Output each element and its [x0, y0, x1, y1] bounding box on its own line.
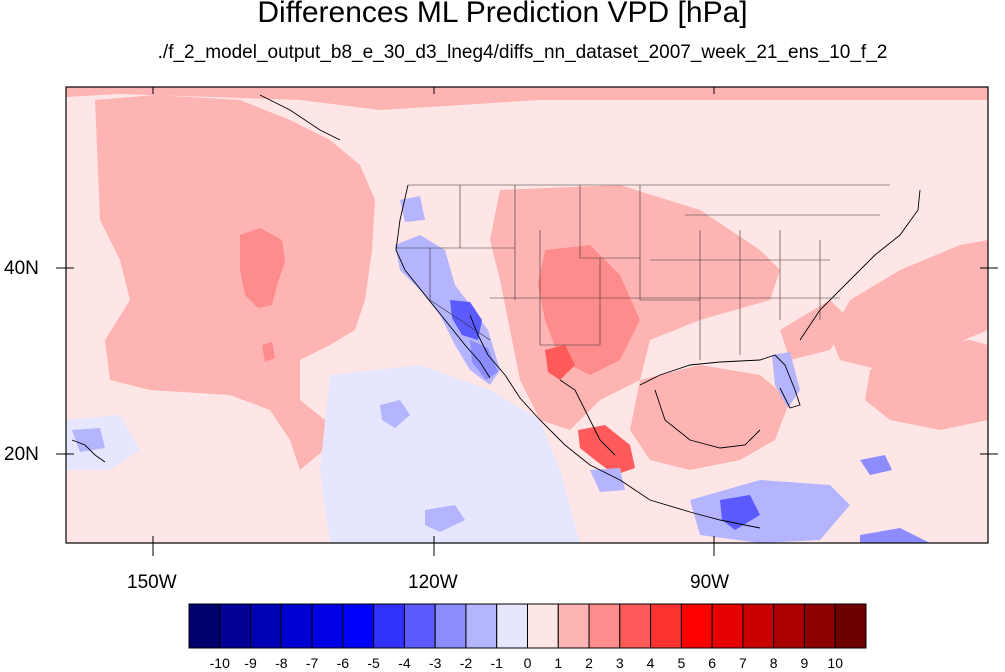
lon-label-90w: 90W [690, 572, 730, 593]
colorbar-swatch [557, 603, 590, 649]
outer-ticks [56, 267, 998, 556]
colorbar-label: -6 [336, 655, 350, 671]
colorbar-swatch [188, 603, 221, 649]
colorbar-label: -10 [209, 655, 230, 671]
colorbar-swatch [465, 603, 498, 649]
graticule-ticks [66, 87, 988, 543]
tropical-negative-spot [380, 400, 410, 428]
colorbar-label: -8 [275, 655, 288, 671]
colorbar-label: 0 [523, 655, 532, 671]
atlantic-positive-east [780, 300, 850, 360]
colorbar-label: -7 [305, 655, 319, 671]
colorbar-label: 1 [554, 655, 563, 671]
baja-negative [470, 340, 498, 380]
colorbar-label: 5 [677, 655, 686, 671]
colorbar-swatch [773, 603, 805, 649]
colorbar-swatch [434, 603, 467, 649]
colorbar-swatch [373, 603, 405, 649]
gulf-positive [630, 365, 790, 470]
colorbar-swatch [496, 603, 528, 649]
pacific-spot [262, 342, 275, 362]
colorbar-label: 2 [585, 655, 593, 671]
mexico-negative [590, 468, 625, 492]
colorbar-swatch [280, 603, 313, 649]
lat-label-20n: 20N [4, 444, 39, 465]
colorbar-label: -9 [244, 655, 257, 671]
caribbean-negative [860, 455, 892, 475]
nw-negative [400, 196, 425, 222]
colorbar-swatch [834, 603, 867, 649]
pacific-positive-region [95, 95, 375, 470]
map-subtitle: ./f_2_model_output_b8_e_30_d3_lneg4/diff… [157, 42, 888, 63]
atlantic-positive-north [830, 240, 988, 370]
colorbar-swatch [403, 603, 436, 649]
lon-label-150w: 150W [127, 572, 177, 593]
map-title: Differences ML Prediction VPD [hPa] [257, 0, 748, 29]
colorbar-label: 3 [615, 655, 624, 671]
south-edge-negative [860, 528, 930, 543]
colorbar-label: -4 [398, 655, 411, 671]
hawaii-spot [72, 428, 105, 452]
colorbar-swatch [680, 603, 713, 649]
colorbar-swatch [742, 603, 775, 649]
colorbar-label: 10 [827, 655, 843, 671]
lon-label-120w: 120W [408, 572, 458, 593]
difference-field [66, 87, 988, 543]
colorbar-swatch [342, 603, 375, 649]
state-borders [395, 184, 890, 360]
texas-strong-positive [545, 345, 575, 380]
colorbar-label: -5 [367, 655, 380, 671]
colorbar-swatch [803, 603, 836, 649]
colorbar-label: 4 [646, 655, 655, 671]
colorbar-label: 9 [800, 655, 809, 671]
colorbar [188, 603, 867, 649]
mexico-strong-positive [578, 425, 635, 475]
colorbar-swatch [711, 603, 744, 649]
lat-label-40n: 40N [4, 258, 39, 279]
colorbar-swatch [650, 603, 682, 649]
map-frame [65, 86, 989, 544]
tropical-negative-south [425, 505, 465, 532]
colorbar-label: -2 [459, 655, 473, 671]
colorbar-swatch [219, 603, 252, 649]
southern-plains-positive [538, 245, 640, 375]
california-strong-negative [450, 300, 482, 340]
colorbar-swatch [250, 603, 282, 649]
colorbar-swatch [527, 603, 559, 649]
colorbar-swatch [588, 603, 621, 649]
central-america-negative [690, 480, 850, 543]
colorbar-swatch [311, 603, 344, 649]
colorbar-label: 7 [739, 655, 747, 671]
colorbar-label: 8 [769, 655, 778, 671]
north-strip [66, 87, 988, 110]
florida-negative [772, 352, 800, 408]
atlantic-positive-south [865, 340, 988, 430]
central-america-strong-negative [720, 495, 760, 530]
colorbar-label: -1 [490, 655, 503, 671]
colorbar-label: 6 [708, 655, 717, 671]
colorbar-label: -3 [428, 655, 442, 671]
colorbar-swatch [619, 603, 652, 649]
pacific-core-positive [240, 228, 285, 308]
